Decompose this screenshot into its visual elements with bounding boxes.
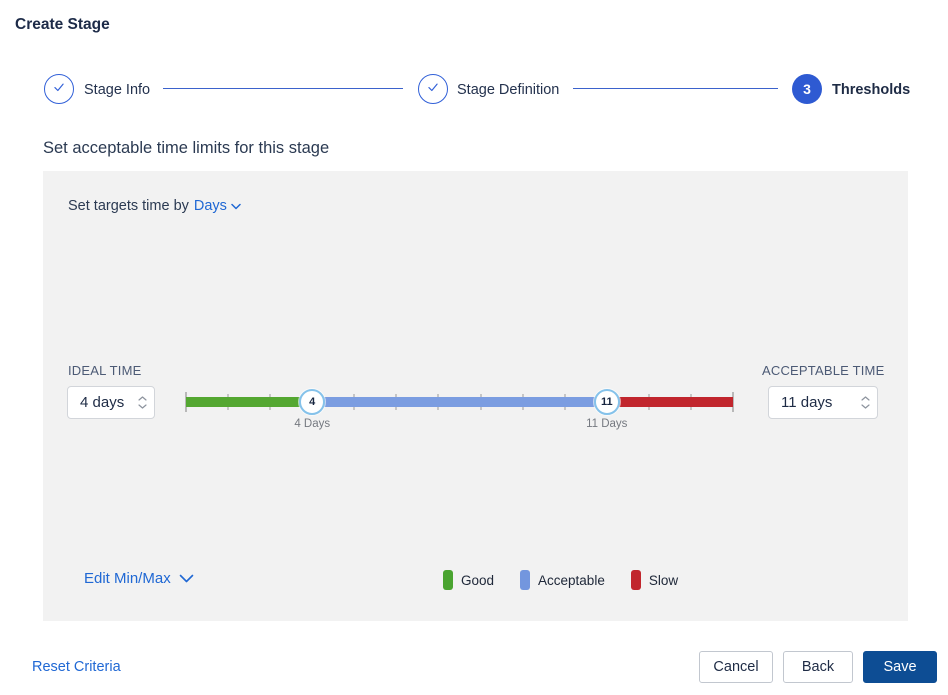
check-icon (426, 80, 440, 99)
step-thresholds-label: Thresholds (832, 82, 911, 98)
save-button[interactable]: Save (863, 651, 937, 683)
legend-item-slow: Slow (630, 570, 679, 590)
step-stage-definition-indicator[interactable] (418, 74, 448, 104)
step-stage-info-label: Stage Info (84, 82, 151, 98)
check-icon (52, 80, 66, 99)
chevron-down-icon (179, 570, 194, 587)
legend-swatch-slow (630, 570, 641, 590)
legend-label: Good (461, 572, 495, 588)
ideal-time-stepper[interactable] (138, 386, 147, 419)
acceptable-time-field (768, 386, 878, 419)
slider-handle[interactable]: 11 (593, 389, 620, 415)
slider-tick (732, 392, 734, 412)
acceptable-time-label: ACCEPTABLE TIME (762, 363, 885, 378)
legend-label: Slow (648, 572, 679, 588)
ideal-time-label: IDEAL TIME (68, 363, 142, 378)
edit-minmax-link[interactable]: Edit Min/Max (84, 570, 194, 587)
step-thresholds-indicator[interactable]: 3 (792, 74, 822, 104)
cancel-button[interactable]: Cancel (699, 651, 773, 683)
slider-handle[interactable]: 4 (299, 389, 326, 415)
unit-dropdown-value: Days (193, 198, 227, 214)
edit-minmax-label: Edit Min/Max (84, 570, 171, 587)
slider-handle-label: 11 Days (586, 418, 628, 430)
slider-segment-acceptable (312, 397, 607, 407)
section-heading: Set acceptable time limits for this stag… (43, 139, 330, 157)
legend-swatch-good (443, 570, 453, 590)
legend-swatch-acceptable (520, 570, 531, 590)
unit-dropdown[interactable]: Days (194, 198, 241, 214)
back-button[interactable]: Back (783, 651, 853, 683)
stepper-connector (163, 88, 403, 89)
step-number: 3 (803, 81, 811, 97)
chevron-down-icon (231, 198, 241, 214)
legend-item-good: Good (443, 570, 494, 590)
page-title: Create Stage (15, 16, 110, 33)
legend-label: Acceptable (538, 572, 605, 588)
footer-buttons: Cancel Back Save (699, 651, 937, 683)
slider-segment-good (186, 397, 313, 407)
thresholds-panel: Set targets time by Days IDEAL TIME 4 4 D… (43, 171, 908, 621)
acceptable-time-stepper[interactable] (861, 386, 870, 419)
slider-segment-slow (606, 397, 733, 407)
legend-item-acceptable: Acceptable (520, 570, 605, 590)
ideal-time-input[interactable] (67, 386, 155, 419)
reset-criteria-link[interactable]: Reset Criteria (32, 659, 121, 675)
acceptable-time-input[interactable] (768, 386, 878, 419)
step-stage-info-indicator[interactable] (44, 74, 74, 104)
targets-label: Set targets time by (68, 198, 189, 214)
slider-track[interactable]: 4 4 Days 11 11 Days (185, 389, 734, 430)
legend: Good Acceptable Slow (443, 570, 678, 590)
ideal-time-field (67, 386, 155, 419)
stepper-connector (573, 88, 778, 89)
step-stage-definition-label: Stage Definition (457, 82, 560, 98)
slider-handle-label: 4 Days (294, 418, 331, 430)
